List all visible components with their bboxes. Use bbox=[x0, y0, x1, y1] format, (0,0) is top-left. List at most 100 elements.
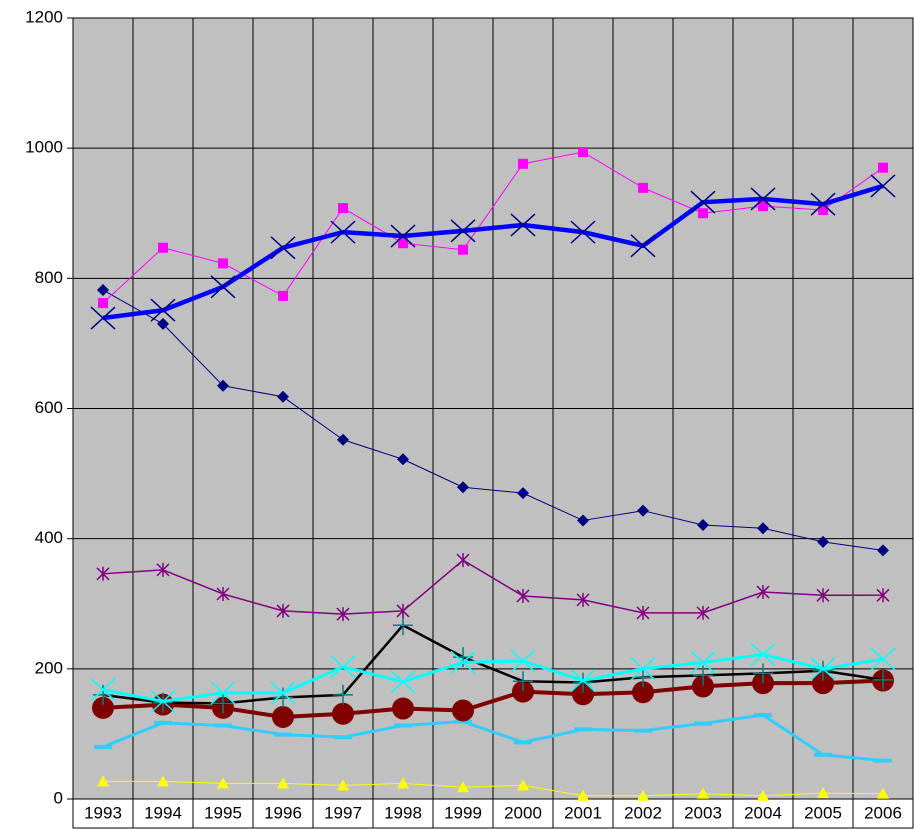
marker bbox=[693, 665, 713, 686]
marker bbox=[90, 306, 116, 330]
y-tick-label: 800 bbox=[35, 268, 63, 287]
marker bbox=[337, 779, 349, 791]
series bbox=[96, 553, 890, 622]
marker bbox=[214, 723, 232, 728]
marker bbox=[218, 258, 228, 269]
marker bbox=[633, 667, 653, 688]
marker bbox=[817, 787, 829, 799]
series-line bbox=[102, 653, 884, 703]
marker bbox=[756, 585, 770, 600]
x-tick-label: 1994 bbox=[144, 803, 182, 822]
marker bbox=[512, 680, 534, 703]
marker bbox=[870, 174, 896, 198]
marker bbox=[390, 224, 416, 248]
y-tick-label: 1200 bbox=[25, 7, 63, 26]
marker bbox=[874, 758, 892, 763]
marker bbox=[632, 681, 654, 704]
marker bbox=[217, 777, 229, 789]
marker bbox=[278, 290, 288, 301]
marker bbox=[398, 238, 408, 249]
series-line bbox=[103, 780, 884, 797]
x-tick-label: 2003 bbox=[684, 803, 722, 822]
marker bbox=[570, 668, 596, 693]
marker bbox=[330, 220, 356, 244]
series bbox=[92, 669, 894, 728]
marker bbox=[518, 158, 528, 169]
marker bbox=[750, 642, 776, 667]
marker bbox=[514, 740, 532, 745]
x-tick-label: 2001 bbox=[564, 803, 602, 822]
marker bbox=[694, 721, 712, 726]
x-tick-label: 2006 bbox=[864, 803, 902, 822]
marker bbox=[636, 605, 650, 620]
marker bbox=[390, 670, 416, 694]
marker bbox=[638, 182, 648, 193]
marker bbox=[517, 779, 529, 791]
marker bbox=[96, 566, 110, 581]
marker bbox=[516, 588, 530, 603]
series bbox=[97, 775, 889, 801]
series bbox=[97, 284, 889, 557]
marker bbox=[454, 719, 472, 724]
marker bbox=[754, 713, 772, 718]
marker bbox=[450, 650, 476, 674]
marker bbox=[690, 650, 716, 674]
marker bbox=[510, 649, 536, 673]
marker bbox=[630, 234, 656, 258]
marker bbox=[574, 727, 592, 732]
marker bbox=[98, 298, 108, 309]
marker bbox=[876, 588, 890, 603]
marker bbox=[877, 787, 889, 799]
series-line bbox=[102, 559, 883, 615]
series-line bbox=[102, 183, 884, 321]
x-tick-label: 1999 bbox=[444, 803, 482, 822]
marker bbox=[814, 752, 832, 757]
marker bbox=[513, 671, 533, 692]
marker bbox=[210, 681, 236, 705]
x-tick-label: 1997 bbox=[324, 803, 362, 822]
marker bbox=[450, 219, 476, 243]
marker bbox=[276, 603, 290, 618]
marker bbox=[216, 586, 230, 601]
marker bbox=[816, 588, 830, 603]
marker bbox=[330, 655, 356, 679]
marker bbox=[873, 669, 893, 690]
marker bbox=[757, 522, 769, 535]
marker bbox=[577, 514, 589, 527]
marker bbox=[692, 675, 714, 698]
marker bbox=[817, 535, 829, 548]
marker bbox=[812, 672, 834, 695]
marker bbox=[457, 481, 469, 494]
marker bbox=[277, 390, 289, 403]
marker bbox=[396, 603, 410, 618]
marker bbox=[394, 723, 412, 728]
marker bbox=[210, 275, 236, 299]
marker bbox=[753, 663, 773, 684]
marker bbox=[697, 518, 709, 531]
marker bbox=[570, 220, 596, 244]
marker bbox=[94, 744, 112, 749]
series-line bbox=[102, 713, 884, 763]
marker bbox=[336, 607, 350, 622]
x-tick-label: 2000 bbox=[504, 803, 542, 822]
marker bbox=[690, 190, 716, 214]
marker bbox=[332, 702, 354, 725]
x-label-cell bbox=[852, 798, 914, 829]
marker bbox=[877, 544, 889, 557]
marker bbox=[217, 379, 229, 392]
marker bbox=[213, 693, 233, 714]
marker bbox=[757, 789, 769, 801]
x-tick-label: 2005 bbox=[804, 803, 842, 822]
marker bbox=[697, 787, 709, 799]
x-tick-label: 1998 bbox=[384, 803, 422, 822]
marker bbox=[578, 147, 588, 158]
marker bbox=[452, 699, 474, 722]
marker bbox=[97, 284, 109, 297]
marker bbox=[456, 553, 470, 568]
marker bbox=[90, 678, 116, 702]
marker bbox=[630, 657, 656, 681]
marker bbox=[457, 781, 469, 793]
marker bbox=[572, 683, 594, 706]
marker bbox=[392, 697, 414, 720]
